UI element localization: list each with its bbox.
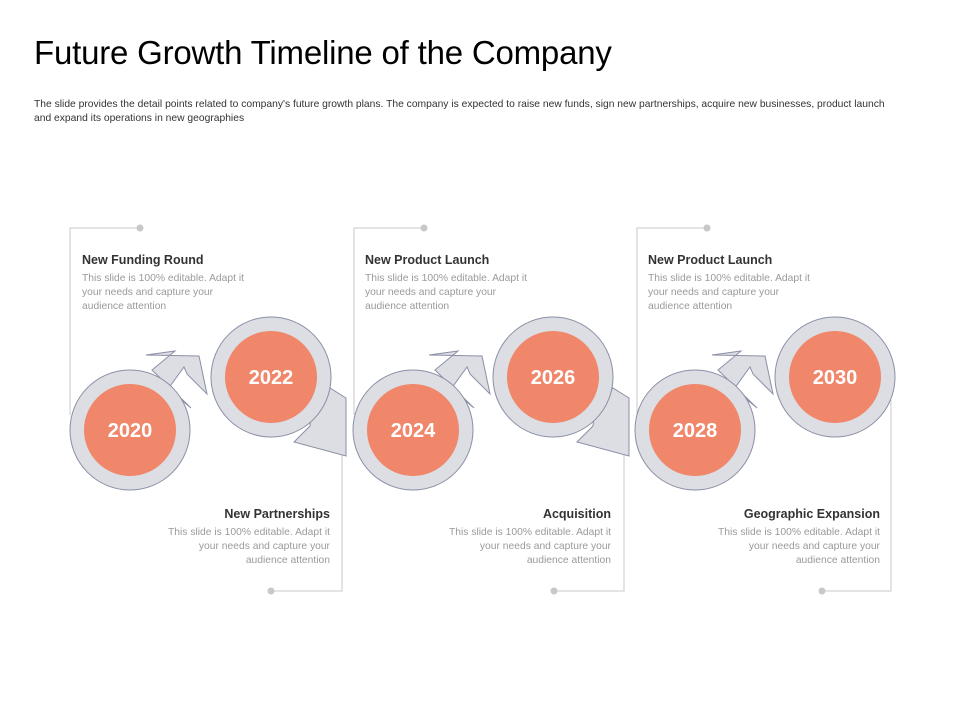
milestone-text-2030: Geographic Expansion This slide is 100% … xyxy=(690,507,880,568)
year-label-2028: 2028 xyxy=(673,420,718,442)
connector-line-2030 xyxy=(822,400,892,592)
connector-line-2022 xyxy=(271,428,343,592)
year-label-2022: 2022 xyxy=(249,367,294,389)
milestone-heading: New Product Launch xyxy=(648,253,773,267)
year-label-2030: 2030 xyxy=(813,367,858,389)
connector-dot-2022 xyxy=(267,587,275,595)
year-label-2026: 2026 xyxy=(531,367,576,389)
milestone-heading: Acquisition xyxy=(542,507,611,521)
milestone-description: This slide is 100% editable. Adapt it yo… xyxy=(82,273,244,312)
connector-line-2026 xyxy=(554,428,625,592)
down-arrow-2026-2028 xyxy=(576,387,630,457)
circle-2030 xyxy=(789,331,881,423)
year-label-2020: 2020 xyxy=(108,420,153,442)
circle-2024 xyxy=(367,384,459,476)
milestone-text-2022: New Partnerships This slide is 100% edit… xyxy=(140,507,330,568)
milestone-heading: New Funding Round xyxy=(82,253,204,267)
connector-dot-2030 xyxy=(818,587,826,595)
connector-dot-2024 xyxy=(420,224,428,232)
page-title: Future Growth Timeline of the Company xyxy=(34,34,612,71)
year-label-2024: 2024 xyxy=(391,420,436,442)
milestone-description: This slide is 100% editable. Adapt it yo… xyxy=(648,273,810,312)
circle-2022 xyxy=(225,331,317,423)
connector-line-2024 xyxy=(353,227,424,415)
connector-lines xyxy=(69,227,892,592)
milestone-description: This slide is 100% editable. Adapt it yo… xyxy=(718,527,880,566)
year-rings xyxy=(69,316,896,491)
milestone-description: This slide is 100% editable. Adapt it yo… xyxy=(168,527,330,566)
circle-2020 xyxy=(84,384,176,476)
milestone-heading: New Partnerships xyxy=(224,507,330,521)
milestone-heading: New Product Launch xyxy=(365,253,490,267)
year-circles xyxy=(84,331,881,476)
circle-2028 xyxy=(649,384,741,476)
connector-dot-2028 xyxy=(703,224,711,232)
milestone-description: This slide is 100% editable. Adapt it yo… xyxy=(365,273,527,312)
connector-dot-2026 xyxy=(550,587,558,595)
connector-line-2028 xyxy=(636,227,707,415)
page-subtitle: The slide provides the detail points rel… xyxy=(34,99,885,124)
milestone-description: This slide is 100% editable. Adapt it yo… xyxy=(449,527,611,566)
circle-2026 xyxy=(507,331,599,423)
connector-line-2020 xyxy=(69,227,140,415)
connector-dot-2020 xyxy=(136,224,144,232)
milestone-heading: Geographic Expansion xyxy=(743,507,880,521)
milestone-text-2026: Acquisition This slide is 100% editable.… xyxy=(421,507,611,568)
milestone-text-2028: New Product Launch This slide is 100% ed… xyxy=(648,253,838,314)
milestone-text-2024: New Product Launch This slide is 100% ed… xyxy=(365,253,555,314)
connector-dots xyxy=(136,224,826,595)
milestone-text-2020: New Funding Round This slide is 100% edi… xyxy=(82,253,272,314)
